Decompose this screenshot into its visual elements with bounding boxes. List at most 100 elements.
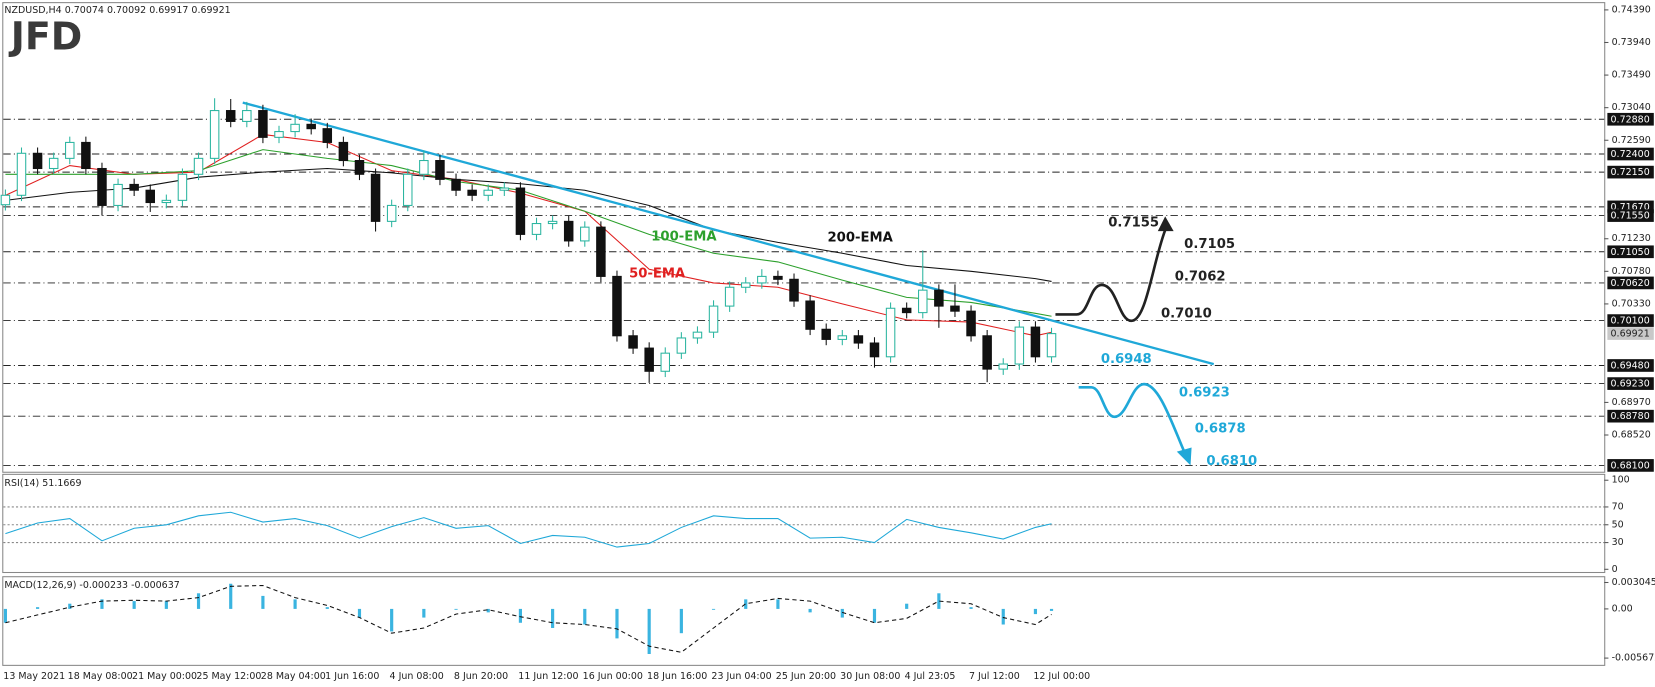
macd-panel [2, 576, 1606, 666]
candle-body [306, 123, 316, 130]
x-tick-label: 30 Jun 08:00 [840, 671, 900, 682]
histogram-bar [872, 608, 877, 623]
y-tick-label: 0.70330 [1612, 298, 1651, 309]
level-label: 0.70100 [1611, 316, 1650, 327]
candle-body [242, 110, 252, 122]
histogram-bar [229, 583, 233, 609]
y-tick-label: 0.71230 [1612, 233, 1651, 244]
y-tick-label: 0.73490 [1612, 70, 1651, 81]
histogram-bar [518, 608, 523, 623]
y-tick-label: 50 [1612, 519, 1624, 530]
histogram-bar [583, 608, 587, 625]
candle-body [177, 173, 188, 201]
x-tick-label: 21 May 00:00 [132, 671, 197, 682]
candle-body [563, 220, 574, 242]
candle-body [966, 310, 976, 337]
histogram-bar [357, 608, 362, 618]
x-tick-label: 18 May 08:00 [68, 671, 133, 682]
y-tick-label: 70 [1612, 501, 1624, 512]
candle-body [322, 128, 333, 143]
histogram-bar [744, 599, 748, 609]
candle-body [499, 187, 510, 191]
histogram-bar [293, 599, 297, 609]
candle-body [81, 141, 91, 170]
level-label: 0.71670 [1611, 202, 1650, 213]
candle-body [435, 160, 445, 180]
candle-body [338, 141, 349, 162]
x-tick-label: 8 Jun 20:00 [454, 671, 508, 682]
candle-body [274, 131, 284, 138]
candle-body [483, 189, 493, 196]
annotation: 0.7062 [1175, 269, 1226, 284]
histogram-bar [390, 608, 394, 632]
x-tick-label: 7 Jul 12:00 [969, 671, 1020, 682]
price-panel [2, 2, 1606, 473]
ema-line [5, 133, 1052, 337]
scenario-down-arrow [1176, 447, 1192, 466]
candle-body [65, 141, 75, 159]
histogram-bar [1001, 608, 1005, 625]
macd-title: MACD(12,26,9) -0.000233 -0.000637 [4, 580, 179, 591]
candle-body [789, 278, 799, 302]
level-label: 0.70620 [1611, 278, 1650, 289]
y-tick-label: 0.73940 [1612, 37, 1651, 48]
candle-body [193, 157, 204, 175]
level-box [1607, 314, 1654, 327]
candle-body [596, 226, 606, 277]
level-box [1607, 245, 1654, 259]
candle-body [982, 335, 992, 370]
y-tick-label: 0.74390 [1612, 4, 1651, 15]
candle-body [644, 347, 654, 372]
candle-body [467, 189, 477, 196]
candle-body [724, 286, 735, 307]
candle-body [515, 187, 526, 235]
level-box [1607, 459, 1654, 472]
histogram-bar [132, 601, 136, 609]
candle-body [1030, 326, 1041, 358]
y-tick-label: 0.00 [1612, 603, 1633, 614]
level-label: 0.71050 [1611, 247, 1650, 258]
scenario-up-arrow [1157, 216, 1174, 232]
candle-body [354, 160, 365, 175]
rsi-panel [2, 473, 1606, 574]
level-label: 0.68100 [1611, 460, 1650, 471]
histogram-bar [164, 601, 168, 609]
x-tick-label: 4 Jun 08:00 [390, 671, 444, 682]
candle-body [901, 307, 912, 314]
annotation: 0.7155 [1108, 216, 1159, 231]
candle-body [209, 110, 220, 159]
series-label: 100-EMA [651, 229, 717, 244]
histogram-bar [679, 608, 683, 634]
y-tick-label: 100 [1612, 475, 1630, 486]
level-box [1607, 209, 1654, 222]
candle-body [950, 305, 960, 312]
candle-body [805, 300, 815, 330]
plot-layer: 0.74390 0.73940 0.73490 0.73040 0.72590 0.712… [0, 4, 1655, 682]
x-tick-label: 1 Jun 16:00 [325, 671, 379, 682]
x-tick-label: 18 Jun 16:00 [647, 671, 707, 682]
y-tick-label: -0.005672 [1612, 653, 1655, 664]
candle-body [451, 178, 461, 191]
candle-body [419, 160, 429, 175]
histogram-bar [647, 608, 651, 654]
annotation: 0.6948 [1101, 352, 1152, 367]
histogram-bar [711, 608, 716, 610]
candle-body [32, 152, 43, 170]
candle-body [0, 194, 11, 206]
candle-body [740, 282, 751, 288]
level-box [1607, 276, 1654, 290]
current-price-box [1607, 327, 1654, 340]
x-tick-label: 4 Jul 23:05 [905, 671, 956, 682]
histogram-bar [36, 607, 40, 609]
candle-body [370, 173, 381, 222]
histogram-bar [3, 608, 7, 623]
candle-body [97, 167, 107, 206]
candle-body [773, 275, 783, 280]
candle-body [676, 337, 687, 354]
annotation: 0.7105 [1184, 237, 1235, 252]
logo: JFD [8, 15, 83, 59]
histogram-bar [196, 593, 201, 609]
level-box [1607, 112, 1654, 126]
annotation: 0.6923 [1179, 386, 1230, 401]
